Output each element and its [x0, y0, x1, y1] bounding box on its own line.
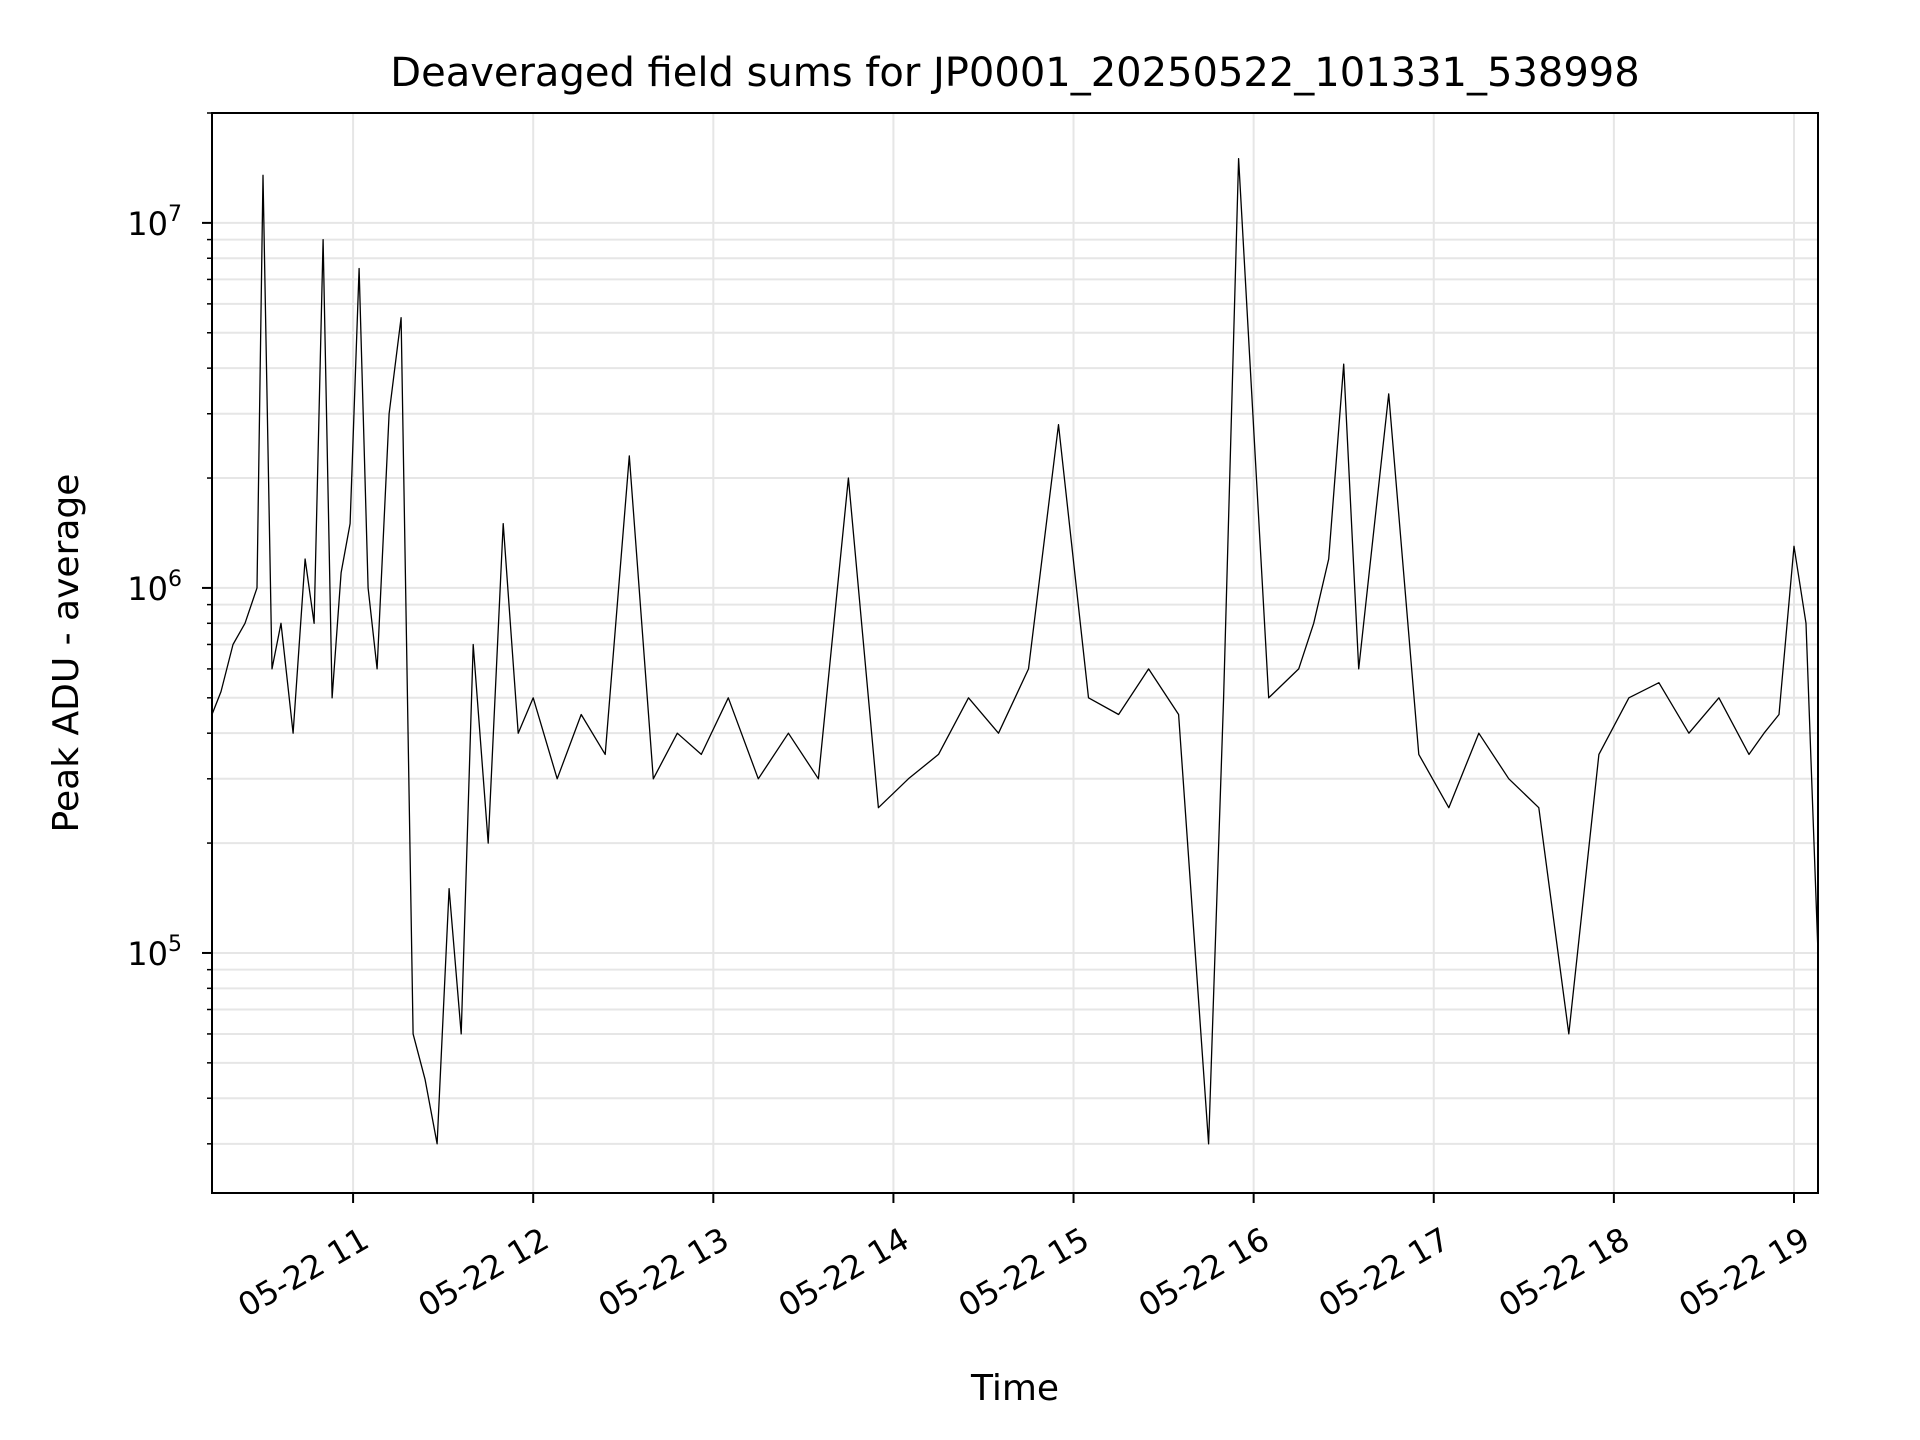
- chart-title: Deaveraged field sums for JP0001_2025052…: [390, 50, 1639, 96]
- x-tick-label: 05-22 17: [1312, 1220, 1456, 1325]
- x-tick-label: 05-22 18: [1492, 1220, 1636, 1325]
- series-line: [211, 157, 1819, 1145]
- y-tick-label: 106: [127, 567, 182, 608]
- y-axis-label: Peak ADU - average: [46, 474, 87, 833]
- x-tick-label: 05-22 15: [952, 1220, 1096, 1325]
- series-layer: [211, 157, 1819, 1145]
- grid: [212, 112, 1818, 1193]
- x-tick-label: 05-22 14: [772, 1220, 916, 1325]
- x-tick-label: 05-22 11: [231, 1220, 375, 1325]
- y-tick-base: 10: [127, 205, 168, 243]
- x-tick-label: 05-22 12: [412, 1220, 556, 1325]
- y-tick-exponent: 7: [168, 202, 182, 227]
- y-tick-label: 107: [127, 202, 182, 243]
- y-tick-exponent: 6: [168, 567, 182, 592]
- y-tick-base: 10: [127, 570, 168, 608]
- plot-frame: [211, 112, 1819, 1194]
- x-tick-label: 05-22 13: [592, 1220, 736, 1325]
- y-tick-label: 105: [127, 932, 182, 973]
- x-axis-label: Time: [970, 1368, 1059, 1409]
- x-tick-label: 05-22 19: [1672, 1220, 1816, 1325]
- y-tick-base: 10: [127, 935, 168, 973]
- x-tick-label: 05-22 16: [1132, 1220, 1276, 1325]
- y-tick-exponent: 5: [168, 932, 182, 957]
